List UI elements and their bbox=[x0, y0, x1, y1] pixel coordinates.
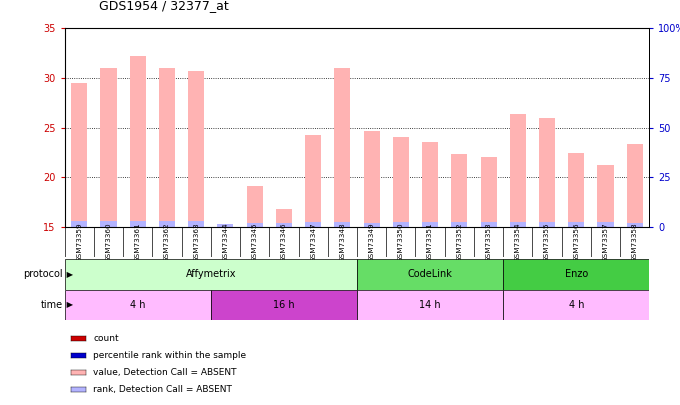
Text: 4 h: 4 h bbox=[568, 300, 584, 310]
Bar bbox=[71, 83, 87, 227]
Text: ▶: ▶ bbox=[64, 300, 73, 309]
Bar bbox=[188, 221, 204, 227]
Text: CodeLink: CodeLink bbox=[408, 269, 452, 279]
Text: Enzo: Enzo bbox=[564, 269, 588, 279]
Text: protocol: protocol bbox=[24, 269, 63, 279]
Bar bbox=[71, 221, 87, 227]
Text: percentile rank within the sample: percentile rank within the sample bbox=[93, 351, 246, 360]
Text: GSM73344: GSM73344 bbox=[222, 222, 228, 262]
Text: GSM73355: GSM73355 bbox=[544, 222, 550, 262]
Bar bbox=[503, 259, 649, 290]
Text: rank, Detection Call = ABSENT: rank, Detection Call = ABSENT bbox=[93, 385, 232, 394]
Text: GSM73360: GSM73360 bbox=[105, 222, 112, 262]
Bar bbox=[65, 259, 357, 290]
Bar bbox=[503, 290, 649, 320]
Bar bbox=[335, 222, 350, 227]
Text: value, Detection Call = ABSENT: value, Detection Call = ABSENT bbox=[93, 368, 237, 377]
Text: GSM73358: GSM73358 bbox=[632, 222, 638, 262]
Bar bbox=[481, 158, 496, 227]
Text: GSM73354: GSM73354 bbox=[515, 222, 521, 262]
Bar bbox=[188, 71, 204, 227]
Text: GSM73349: GSM73349 bbox=[369, 222, 375, 262]
Text: GSM73357: GSM73357 bbox=[602, 222, 609, 262]
Bar bbox=[598, 222, 613, 227]
Text: GSM73352: GSM73352 bbox=[456, 222, 462, 262]
Text: GSM73359: GSM73359 bbox=[76, 222, 82, 262]
Bar bbox=[159, 221, 175, 227]
Bar bbox=[247, 223, 262, 227]
Text: GSM73362: GSM73362 bbox=[164, 222, 170, 262]
Text: 4 h: 4 h bbox=[130, 300, 146, 310]
Bar bbox=[627, 223, 643, 227]
Text: GSM73346: GSM73346 bbox=[281, 222, 287, 262]
Text: GSM73350: GSM73350 bbox=[398, 222, 404, 262]
Bar bbox=[422, 143, 438, 227]
Text: time: time bbox=[41, 300, 63, 310]
Bar bbox=[452, 222, 467, 227]
Bar bbox=[101, 221, 116, 227]
Text: GSM73353: GSM73353 bbox=[486, 222, 492, 262]
Text: 14 h: 14 h bbox=[420, 300, 441, 310]
Bar bbox=[393, 136, 409, 227]
Text: GSM73361: GSM73361 bbox=[135, 222, 141, 262]
Bar bbox=[305, 222, 321, 227]
Bar bbox=[539, 118, 555, 227]
Text: Affymetrix: Affymetrix bbox=[186, 269, 236, 279]
Bar bbox=[218, 225, 233, 227]
Text: GSM73348: GSM73348 bbox=[339, 222, 345, 262]
Bar bbox=[276, 223, 292, 227]
Bar bbox=[393, 222, 409, 227]
Bar bbox=[218, 224, 233, 227]
Text: GSM73345: GSM73345 bbox=[252, 222, 258, 262]
Text: count: count bbox=[93, 334, 119, 343]
Text: 16 h: 16 h bbox=[273, 300, 294, 310]
Bar bbox=[568, 153, 584, 227]
Bar bbox=[247, 186, 262, 227]
Bar bbox=[510, 222, 526, 227]
Bar bbox=[101, 68, 116, 227]
Bar bbox=[130, 56, 146, 227]
Bar bbox=[357, 259, 503, 290]
Bar bbox=[598, 165, 613, 227]
Bar bbox=[422, 222, 438, 227]
Bar bbox=[364, 223, 379, 227]
Bar bbox=[452, 154, 467, 227]
Bar bbox=[335, 68, 350, 227]
Bar bbox=[364, 130, 379, 227]
Bar bbox=[130, 221, 146, 227]
Bar bbox=[510, 114, 526, 227]
Text: GSM73351: GSM73351 bbox=[427, 222, 433, 262]
Bar bbox=[357, 290, 503, 320]
Text: ▶: ▶ bbox=[64, 270, 73, 279]
Text: GSM73363: GSM73363 bbox=[193, 222, 199, 262]
Text: GDS1954 / 32377_at: GDS1954 / 32377_at bbox=[99, 0, 228, 12]
Bar bbox=[627, 145, 643, 227]
Text: GSM73356: GSM73356 bbox=[573, 222, 579, 262]
Bar bbox=[211, 290, 357, 320]
Bar bbox=[568, 222, 584, 227]
Bar bbox=[276, 209, 292, 227]
Text: GSM73347: GSM73347 bbox=[310, 222, 316, 262]
Bar bbox=[159, 68, 175, 227]
Bar bbox=[65, 290, 211, 320]
Bar bbox=[539, 222, 555, 227]
Bar bbox=[305, 134, 321, 227]
Bar bbox=[481, 222, 496, 227]
